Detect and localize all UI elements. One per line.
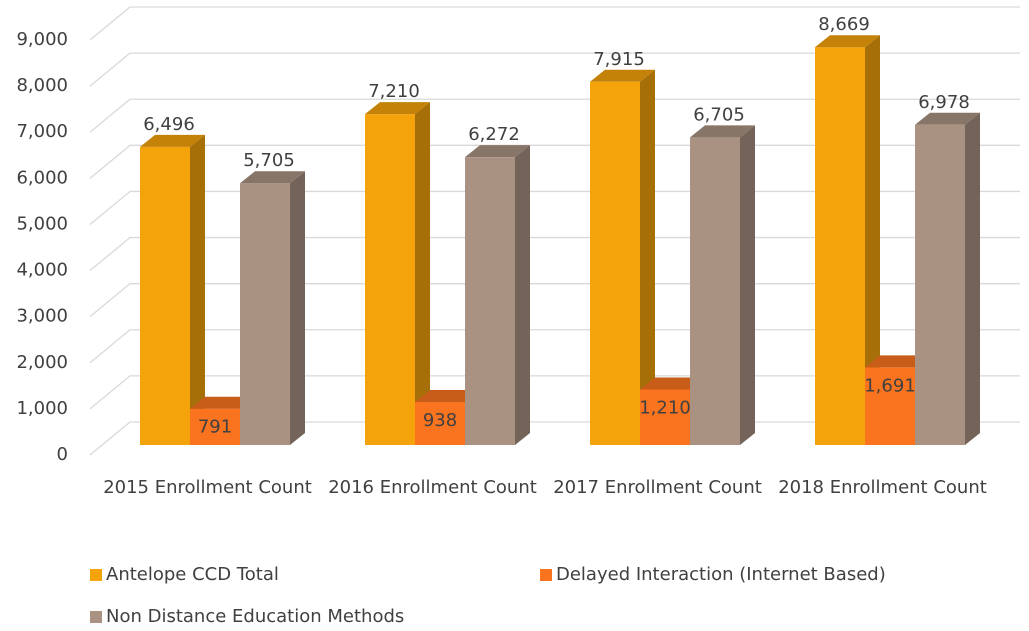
- legend-label: Delayed Interaction (Internet Based): [556, 564, 886, 585]
- legend-item: Non Distance Education Methods: [90, 606, 404, 627]
- bar-side: [640, 69, 655, 446]
- bar-top: [140, 134, 205, 147]
- grid-line: [89, 283, 1020, 318]
- data-label: 791: [198, 417, 232, 438]
- bar: [865, 355, 930, 445]
- y-tick-label: 1,000: [16, 398, 68, 419]
- bar-side: [415, 102, 430, 445]
- y-tick-label: 2,000: [16, 352, 68, 373]
- y-tick-label: 6,000: [16, 167, 68, 188]
- bar-top: [240, 171, 305, 184]
- x-tick-label: 2016 Enrollment Count: [328, 477, 537, 498]
- bar-front: [240, 183, 290, 445]
- y-tick-label: 5,000: [16, 213, 68, 234]
- y-tick-label: 3,000: [16, 306, 68, 327]
- grid-line: [89, 190, 1020, 225]
- bar-front: [590, 81, 640, 446]
- data-label: 1,210: [639, 397, 691, 418]
- data-label: 1,691: [864, 375, 916, 396]
- bar-side: [965, 112, 980, 446]
- y-tick-label: 9,000: [16, 29, 68, 50]
- legend-swatch: [540, 568, 552, 581]
- data-label: 7,210: [368, 81, 420, 102]
- bar: [690, 125, 755, 445]
- legend-swatch: [90, 610, 102, 623]
- x-tick-label: 2017 Enrollment Count: [553, 477, 762, 498]
- data-label: 5,705: [243, 150, 295, 171]
- bar-top: [415, 389, 480, 402]
- bar: [590, 69, 655, 446]
- bar-front: [865, 367, 915, 445]
- x-tick-label: 2018 Enrollment Count: [778, 477, 987, 498]
- legend-item: Delayed Interaction (Internet Based): [540, 564, 886, 585]
- grid-line: [89, 236, 1020, 272]
- legend-item: Antelope CCD Total: [90, 564, 279, 585]
- y-tick-label: 0: [57, 444, 68, 465]
- y-tick-label: 8,000: [16, 75, 68, 96]
- bar-side: [865, 35, 880, 446]
- bar-top: [815, 35, 880, 48]
- bar-front: [640, 389, 690, 445]
- data-label: 6,705: [693, 104, 745, 125]
- grid-line: [89, 6, 1020, 41]
- data-label: 6,496: [143, 114, 195, 135]
- data-label: 7,915: [593, 49, 645, 70]
- bar-front: [690, 137, 740, 445]
- bar-front: [465, 157, 515, 446]
- bar-side: [190, 134, 205, 446]
- grid-line: [89, 52, 1020, 87]
- x-tick-label: 2015 Enrollment Count: [103, 477, 312, 498]
- bar-front: [140, 146, 190, 446]
- data-label: 6,978: [918, 92, 970, 113]
- legend-label: Antelope CCD Total: [106, 564, 279, 585]
- bar-top: [590, 69, 655, 82]
- bar: [240, 171, 305, 445]
- bar: [915, 112, 980, 446]
- bar-top: [915, 112, 980, 125]
- grid-line: [89, 98, 1020, 133]
- bar-front: [915, 124, 965, 446]
- data-label: 6,272: [468, 124, 520, 145]
- bar-top: [465, 145, 530, 158]
- bar-side: [740, 125, 755, 445]
- bar-top: [865, 355, 930, 368]
- grid-line: [89, 144, 1020, 179]
- data-label: 938: [423, 410, 457, 431]
- legend-label: Non Distance Education Methods: [106, 606, 405, 627]
- bar-top: [365, 102, 430, 115]
- legend-swatch: [90, 568, 102, 581]
- bar-front: [365, 114, 415, 445]
- bar: [140, 134, 205, 446]
- bar-top: [690, 125, 755, 138]
- bar-side: [515, 145, 530, 446]
- bar-front: [815, 47, 865, 446]
- bar: [465, 145, 530, 446]
- bar-top: [640, 377, 705, 390]
- y-tick-label: 7,000: [16, 121, 68, 142]
- bar: [365, 102, 430, 445]
- bar-front: [190, 408, 240, 445]
- bar-side: [290, 171, 305, 445]
- bar-top: [190, 396, 255, 409]
- bar-front: [415, 401, 465, 445]
- bar: [815, 35, 880, 446]
- y-tick-label: 4,000: [16, 260, 68, 281]
- data-label: 8,669: [818, 14, 870, 35]
